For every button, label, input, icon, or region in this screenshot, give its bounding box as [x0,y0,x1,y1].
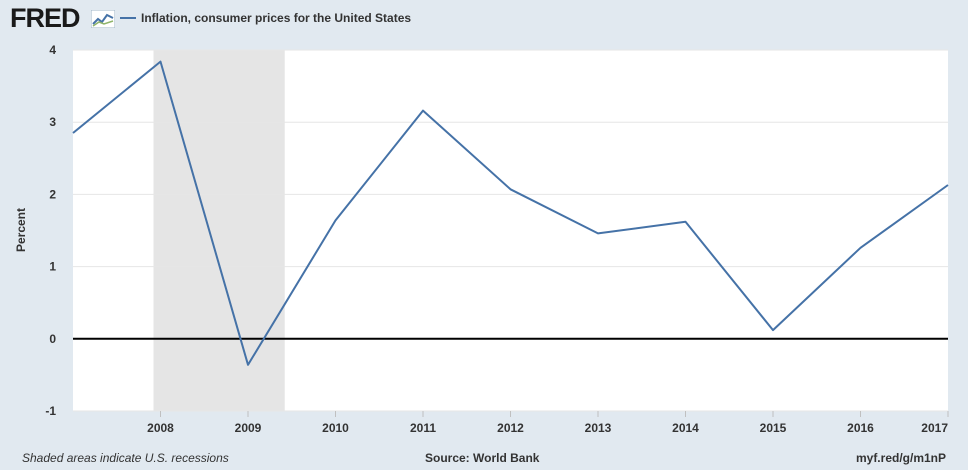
legend-label: Inflation, consumer prices for the Unite… [141,11,412,25]
chart-line-icon [91,10,115,28]
y-tick-label: 3 [49,115,56,129]
x-tick-label: 2014 [672,421,699,435]
data-point[interactable] [70,130,76,136]
series-line[interactable] [72,60,949,366]
short-url-link[interactable]: myf.red/g/m1nP [855,451,946,465]
x-tick-label: 2009 [235,421,262,435]
data-point[interactable] [158,59,164,65]
data-point[interactable] [245,362,251,368]
data-point[interactable] [858,245,864,251]
x-tick-label: 2012 [497,421,524,435]
y-tick-label: 0 [49,332,56,346]
legend[interactable]: Inflation, consumer prices for the Unite… [120,11,411,25]
data-point[interactable] [420,108,426,114]
x-tick-label: 2010 [322,421,349,435]
fred-logo[interactable]: FRED [10,3,80,33]
chart-header: FRED Inflation, consumer prices for the … [0,0,968,40]
x-tick-label: 2016 [847,421,874,435]
legend-swatch [120,17,136,19]
source-label: Source: World Bank [425,451,540,465]
data-point[interactable] [683,219,689,225]
y-tick-label: 1 [49,260,56,274]
y-tick-label: 2 [49,187,56,201]
data-point[interactable] [508,186,514,192]
x-tick-label: 2015 [760,421,787,435]
x-tick-label: 2011 [410,421,436,435]
data-point[interactable] [770,327,776,333]
data-point[interactable] [595,230,601,236]
y-tick-label: -1 [45,404,56,418]
x-tick-label: 2017 [921,421,948,435]
x-tick-label: 2008 [147,421,174,435]
chart-footer: Shaded areas indicate U.S. recessions So… [0,451,968,469]
y-tick-label: 4 [49,43,56,57]
x-tick-label: 2013 [585,421,612,435]
y-axis-title: Percent [14,208,28,252]
recession-note: Shaded areas indicate U.S. recessions [22,451,229,465]
data-point[interactable] [333,217,339,223]
data-point[interactable] [945,182,951,188]
